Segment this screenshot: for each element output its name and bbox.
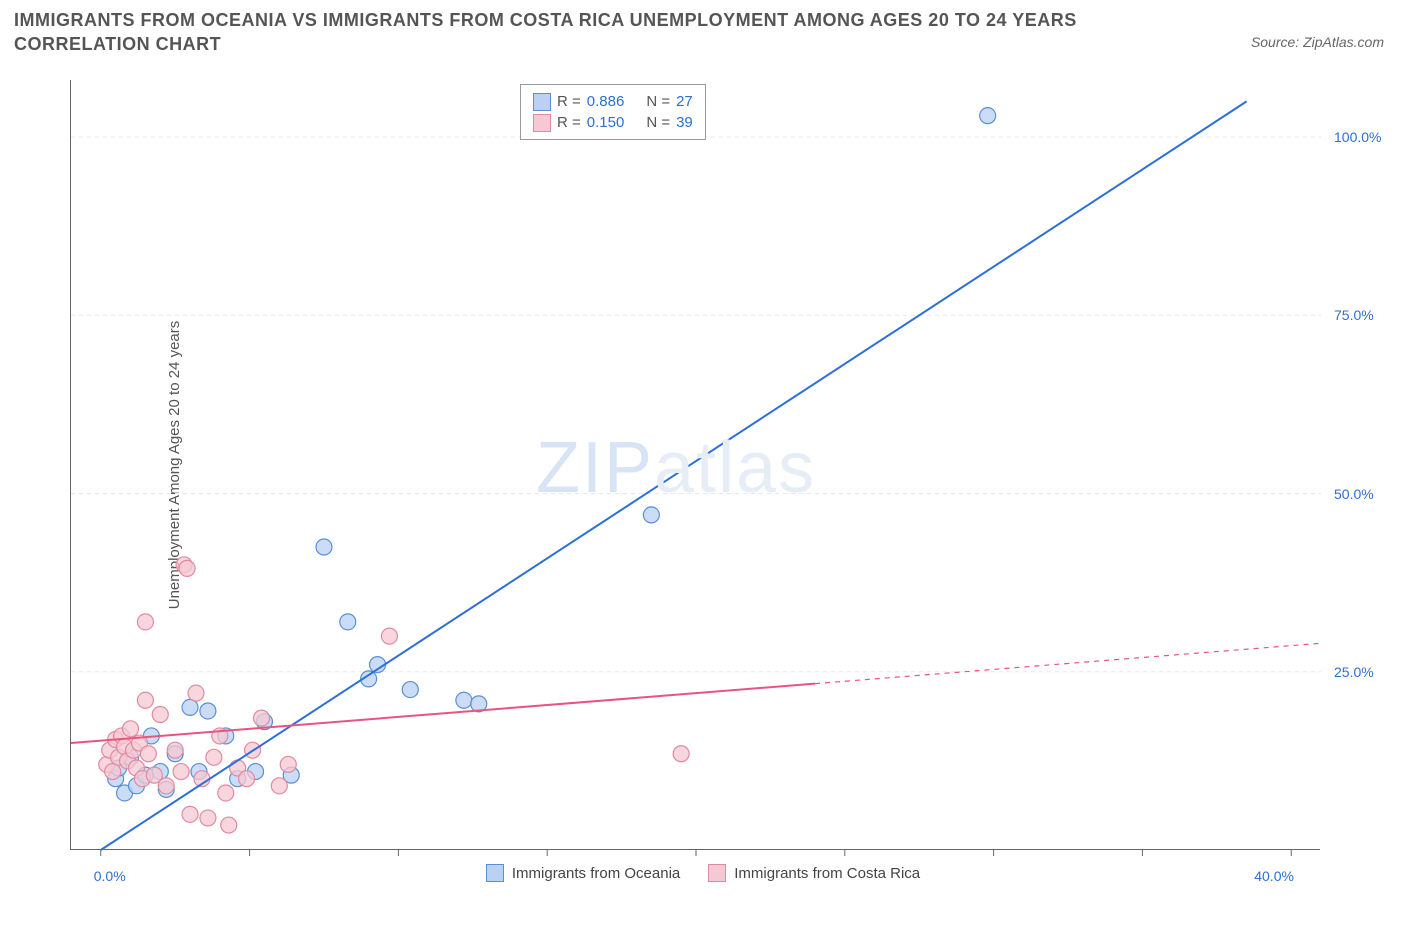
plot-area: ZIPatlas [70, 80, 1320, 850]
x-tick-label: 0.0% [94, 868, 126, 884]
y-tick-label: 50.0% [1334, 486, 1374, 502]
legend-item: Immigrants from Oceania [486, 864, 680, 882]
scatter-svg [71, 80, 1321, 850]
chart-container: IMMIGRANTS FROM OCEANIA VS IMMIGRANTS FR… [0, 0, 1406, 930]
legend-stat-row: R = 0.150 N = 39 [533, 112, 693, 133]
r-label: R = [557, 112, 581, 133]
n-label: N = [646, 112, 670, 133]
legend-swatch [533, 93, 551, 111]
r-label: R = [557, 91, 581, 112]
legend-swatch [486, 864, 504, 882]
chart-title: IMMIGRANTS FROM OCEANIA VS IMMIGRANTS FR… [14, 8, 1106, 57]
legend-swatch [533, 114, 551, 132]
legend-swatch [708, 864, 726, 882]
r-value: 0.886 [587, 91, 625, 112]
legend-label: Immigrants from Costa Rica [734, 865, 920, 882]
y-tick-label: 100.0% [1334, 129, 1381, 145]
series-legend: Immigrants from Oceania Immigrants from C… [0, 864, 1406, 882]
correlation-legend: R = 0.886 N = 27 R = 0.150 N = 39 [520, 84, 706, 140]
legend-label: Immigrants from Oceania [512, 865, 680, 882]
r-value: 0.150 [587, 112, 625, 133]
n-value: 27 [676, 91, 693, 112]
legend-stat-row: R = 0.886 N = 27 [533, 91, 693, 112]
n-label: N = [646, 91, 670, 112]
y-tick-label: 75.0% [1334, 307, 1374, 323]
source-attribution: Source: ZipAtlas.com [1251, 34, 1384, 50]
legend-item: Immigrants from Costa Rica [708, 864, 920, 882]
x-tick-label: 40.0% [1254, 868, 1294, 884]
y-tick-label: 25.0% [1334, 664, 1374, 680]
n-value: 39 [676, 112, 693, 133]
